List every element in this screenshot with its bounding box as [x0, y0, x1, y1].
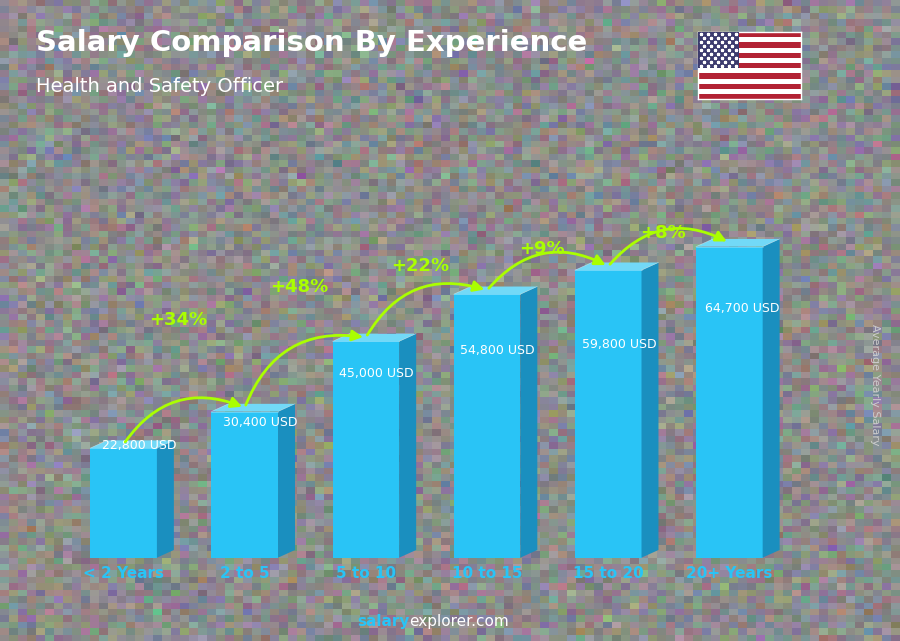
Bar	[698, 69, 801, 74]
Text: +22%: +22%	[392, 257, 449, 275]
Polygon shape	[400, 333, 416, 558]
Bar	[698, 37, 801, 42]
Polygon shape	[696, 247, 762, 558]
Text: +9%: +9%	[518, 240, 564, 258]
Polygon shape	[157, 440, 174, 558]
Polygon shape	[454, 294, 520, 558]
Bar	[698, 42, 801, 47]
Text: explorer.com: explorer.com	[410, 615, 509, 629]
Text: 54,800 USD: 54,800 USD	[461, 344, 535, 358]
Bar	[698, 53, 801, 58]
Polygon shape	[520, 287, 537, 558]
Polygon shape	[278, 404, 295, 558]
Polygon shape	[90, 440, 174, 448]
Text: +8%: +8%	[640, 224, 686, 242]
Polygon shape	[762, 239, 779, 558]
Text: Health and Safety Officer: Health and Safety Officer	[36, 77, 284, 96]
Polygon shape	[696, 239, 779, 247]
Text: 64,700 USD: 64,700 USD	[705, 302, 779, 315]
Text: Average Yearly Salary: Average Yearly Salary	[869, 324, 880, 445]
Polygon shape	[454, 287, 537, 294]
Text: salary: salary	[357, 615, 410, 629]
Polygon shape	[212, 404, 295, 412]
Bar	[698, 84, 801, 89]
Polygon shape	[333, 333, 416, 341]
Polygon shape	[575, 271, 642, 558]
Polygon shape	[642, 263, 659, 558]
Polygon shape	[212, 412, 278, 558]
Bar	[698, 89, 801, 94]
Bar	[698, 63, 801, 69]
Bar	[698, 74, 801, 79]
Text: +48%: +48%	[270, 278, 328, 296]
Polygon shape	[90, 448, 157, 558]
Polygon shape	[575, 263, 659, 271]
Bar	[698, 79, 801, 84]
Text: 30,400 USD: 30,400 USD	[223, 416, 297, 429]
Text: 22,800 USD: 22,800 USD	[102, 440, 176, 453]
Text: +34%: +34%	[149, 311, 207, 329]
Bar	[698, 94, 801, 99]
Text: 45,000 USD: 45,000 USD	[339, 367, 414, 380]
Polygon shape	[333, 341, 400, 558]
Text: Salary Comparison By Experience: Salary Comparison By Experience	[36, 29, 587, 57]
Bar	[698, 47, 801, 53]
Bar	[698, 58, 801, 63]
Bar	[698, 32, 801, 37]
Text: 59,800 USD: 59,800 USD	[581, 338, 656, 351]
Bar	[698, 32, 739, 69]
